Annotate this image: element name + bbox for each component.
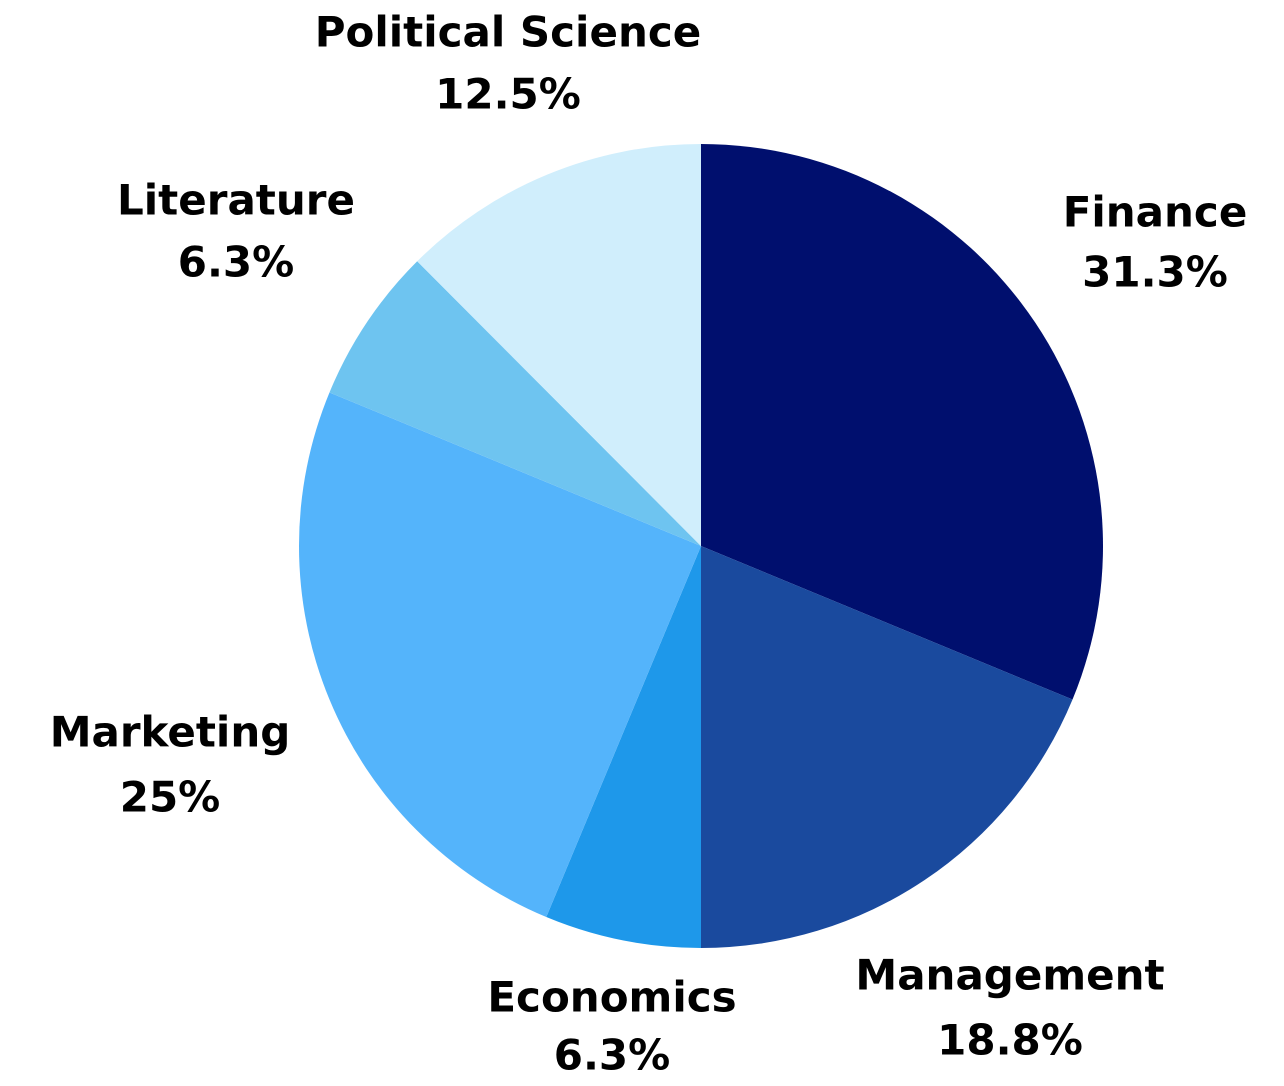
slice-label: Political Science bbox=[315, 8, 701, 57]
pie-slice bbox=[417, 144, 701, 546]
slice-label: Finance bbox=[1063, 188, 1248, 237]
slice-label: Management bbox=[855, 951, 1164, 1000]
slice-value: 6.3% bbox=[178, 238, 294, 287]
pie-slice bbox=[701, 144, 1103, 700]
slice-value: 6.3% bbox=[554, 1031, 670, 1080]
pie-slice bbox=[546, 546, 701, 948]
slice-label: Marketing bbox=[50, 708, 291, 757]
slice-value: 18.8% bbox=[937, 1016, 1083, 1065]
slice-value: 31.3% bbox=[1082, 248, 1228, 297]
slice-value: 12.5% bbox=[435, 70, 581, 119]
pie-slice bbox=[701, 546, 1073, 948]
pie-slice bbox=[329, 261, 701, 546]
slice-label: Literature bbox=[117, 176, 355, 225]
slice-label: Economics bbox=[487, 973, 736, 1022]
slice-value: 25% bbox=[120, 773, 221, 822]
pie-slice bbox=[298, 392, 701, 918]
